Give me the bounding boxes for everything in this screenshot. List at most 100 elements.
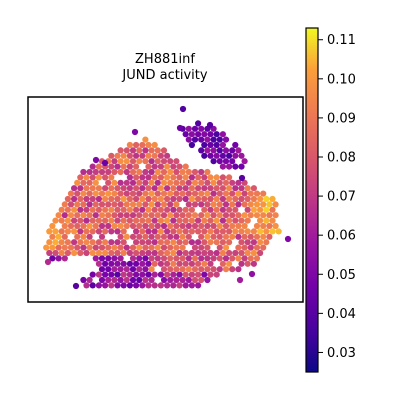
spot (102, 228, 109, 235)
spot (204, 136, 211, 143)
spot (160, 244, 168, 251)
spot (216, 190, 223, 197)
spot (98, 233, 106, 240)
spot (207, 260, 214, 267)
spot (133, 141, 140, 149)
spot (145, 217, 152, 224)
spot (222, 190, 230, 197)
spot (95, 206, 102, 213)
spot (71, 195, 78, 203)
spot (123, 233, 130, 240)
spot (105, 222, 112, 230)
spot (151, 239, 158, 246)
spot (98, 276, 106, 284)
spot (126, 152, 133, 159)
spot (133, 271, 140, 278)
spot (151, 163, 158, 170)
spot (145, 185, 152, 192)
hexbin-spots (43, 105, 292, 290)
spot (176, 249, 183, 257)
spot (148, 266, 155, 273)
spot (167, 266, 174, 273)
spot (176, 282, 183, 289)
spot (133, 260, 140, 267)
spot (92, 255, 99, 262)
spot (182, 195, 189, 203)
spot (139, 228, 146, 235)
spot (117, 212, 124, 219)
spot (188, 195, 195, 203)
spot (188, 271, 195, 278)
spot (105, 201, 112, 208)
spot (139, 249, 146, 257)
spot (244, 249, 251, 257)
spot (263, 239, 270, 246)
spot (260, 190, 267, 197)
spot (164, 195, 171, 203)
spot (173, 276, 180, 284)
spot (201, 152, 208, 159)
colorbar-tick-label: 0.11 (327, 33, 356, 48)
spot (77, 206, 84, 213)
spot (139, 239, 146, 246)
spot (213, 249, 220, 257)
spot (195, 195, 202, 203)
spot (83, 206, 90, 213)
spot (111, 266, 118, 273)
spot (222, 255, 230, 262)
spot (206, 121, 214, 129)
spot (126, 260, 133, 267)
spot (133, 163, 140, 170)
spot (129, 255, 137, 262)
spot (126, 249, 133, 257)
spot (151, 217, 158, 224)
spot (83, 185, 90, 192)
spot (213, 206, 220, 213)
spot (216, 255, 223, 262)
spot (198, 201, 205, 208)
spot (222, 158, 230, 165)
spot (126, 271, 133, 278)
spot (195, 228, 202, 235)
spot (160, 276, 168, 284)
spot (86, 222, 93, 230)
spot (157, 152, 164, 159)
spot (145, 141, 152, 149)
spot (95, 228, 102, 235)
spot (198, 266, 205, 273)
spot (269, 217, 276, 224)
spot (226, 206, 233, 213)
spot (185, 266, 192, 273)
spot (95, 174, 102, 181)
spot (260, 233, 267, 240)
spot (129, 147, 137, 154)
spot (117, 233, 124, 240)
spot (170, 185, 177, 192)
spot (160, 201, 168, 208)
spot (154, 190, 161, 197)
spot (182, 131, 189, 138)
spot (219, 141, 226, 149)
spot (142, 266, 149, 273)
spot (204, 168, 211, 176)
spot (213, 141, 220, 149)
spot (219, 206, 226, 213)
spot (164, 249, 171, 257)
spot (123, 222, 130, 230)
spot (108, 163, 115, 170)
spot (151, 174, 158, 181)
spot (139, 206, 146, 213)
spot (98, 255, 106, 262)
spot (226, 228, 233, 235)
spot (108, 217, 115, 224)
spot (123, 179, 130, 186)
spot (95, 239, 102, 246)
spot (157, 282, 164, 289)
spot (244, 228, 251, 235)
spot (89, 239, 96, 246)
spot (151, 141, 158, 149)
spot (179, 222, 186, 230)
spot (235, 179, 242, 186)
spot (72, 282, 80, 290)
spot (207, 174, 214, 181)
